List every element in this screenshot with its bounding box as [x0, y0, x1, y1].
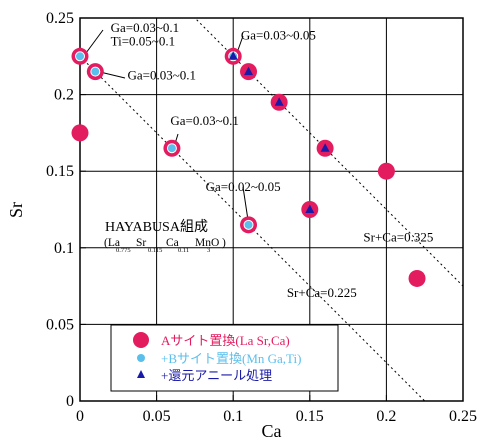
- annotation-leader: [237, 35, 244, 51]
- x-axis-label: Ca: [262, 421, 282, 441]
- y-tick-label: 0.25: [46, 10, 74, 27]
- composition-subscript: 0.11: [178, 247, 189, 254]
- legend-label: +還元アニール処理: [161, 368, 272, 383]
- x-tick-label: 0: [76, 408, 84, 425]
- a-site-point: [71, 124, 89, 142]
- annotation-label: Ga=0.02~0.05: [206, 179, 281, 194]
- a-site-point: [377, 162, 395, 180]
- x-tick-label: 0.1: [223, 408, 243, 425]
- annotation-label: Ga=0.03~0.1: [111, 20, 180, 35]
- axis-ticks: 0 0.05 0.1 0.15 0.2 0.25 0 0.05 0.1 0.15 0.2 0.25: [46, 10, 477, 425]
- composition-element: Ca: [166, 237, 179, 249]
- b-site-point: [90, 66, 101, 77]
- annotation-label: Ga=0.03~0.1: [170, 113, 239, 128]
- b-site-point: [166, 143, 177, 154]
- composition-subscript: 0.775: [116, 247, 131, 254]
- composition-element: ): [222, 237, 226, 249]
- legend-box: [110, 324, 339, 392]
- y-tick-label: 0: [66, 393, 74, 410]
- x-tick-label: 0.05: [143, 408, 171, 425]
- y-tick-label: 0.15: [46, 163, 74, 180]
- a-site-point: [408, 269, 426, 287]
- x-tick-label: 0.25: [449, 408, 477, 425]
- composition-subscript: 3: [207, 247, 210, 254]
- data-points: [71, 47, 426, 287]
- b-site-point: [243, 219, 254, 230]
- annealed-point: [228, 51, 238, 60]
- annotation-label: Sr+Ca=0.225: [287, 285, 357, 300]
- annotation-label: Ti=0.05~0.1: [111, 34, 175, 49]
- b-site-point: [75, 51, 85, 62]
- annotation-leader: [242, 186, 249, 221]
- x-tick-label: 0.2: [376, 408, 396, 425]
- x-tick-label: 0.15: [296, 408, 324, 425]
- annealed-point: [274, 97, 284, 106]
- annotation-leader: [99, 71, 126, 79]
- legend-marker-b-site: [137, 354, 145, 362]
- annotation-label: Ga=0.03~0.05: [241, 27, 316, 42]
- y-axis-label: Sr: [6, 202, 26, 218]
- legend-label: +Bサイト置換(Mn Ga,Ti): [161, 351, 301, 366]
- legend-marker-annealed: [137, 370, 145, 378]
- reference-lines: [80, 18, 463, 401]
- reference-line: [80, 55, 426, 401]
- annotation-label: Sr+Ca=0.325: [363, 230, 433, 245]
- composition-element: MnO: [195, 237, 219, 249]
- legend-marker-a-site: [133, 332, 149, 348]
- y-tick-label: 0.2: [54, 87, 74, 104]
- annealed-point: [244, 66, 254, 76]
- composition-element: Sr: [136, 237, 146, 249]
- y-tick-label: 0.1: [54, 240, 74, 257]
- composition-element: (La: [104, 237, 120, 249]
- plot-frame: [79, 17, 464, 402]
- annealed-point: [320, 143, 330, 152]
- legend-label: Aサイト置換(La Sr,Ca): [161, 333, 290, 348]
- composition-title: HAYABUSA組成: [105, 219, 208, 235]
- annealed-point: [305, 204, 315, 213]
- annotation-label: Ga=0.03~0.1: [127, 67, 196, 82]
- composition-subscript: 0.115: [148, 247, 162, 254]
- y-tick-label: 0.05: [46, 316, 74, 333]
- annotation-leader: [85, 29, 104, 54]
- annotations: Ga=0.03~0.1Ti=0.05~0.1Ga=0.03~0.1Ga=0.03…: [111, 20, 434, 300]
- legend: Aサイト置換(La Sr,Ca) +Bサイト置換(Mn Ga,Ti) +還元アニール…: [110, 324, 339, 392]
